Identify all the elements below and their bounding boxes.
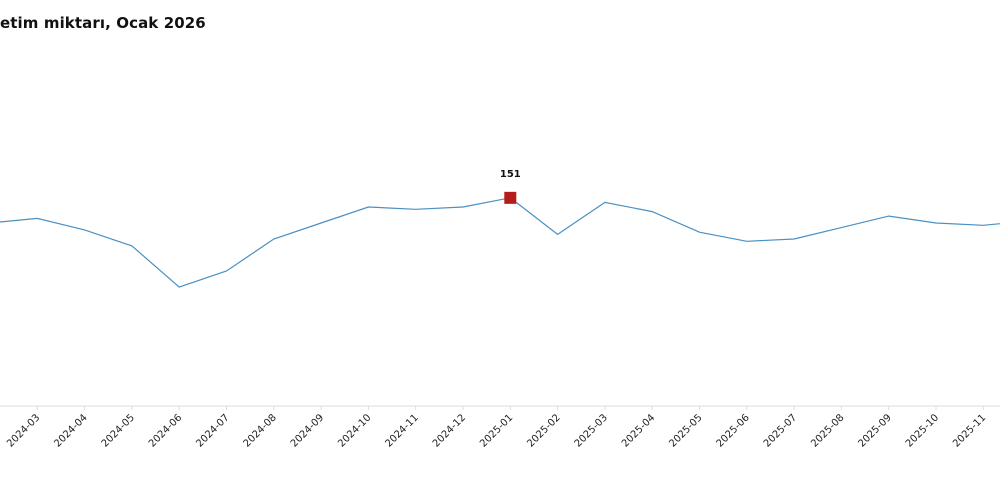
x-tick-label: 2025-02 (525, 412, 562, 449)
x-tick-label: 2025-07 (762, 412, 799, 449)
x-tick-label: 2024-08 (242, 412, 279, 449)
x-tick-label: 2024-03 (5, 412, 42, 449)
x-tick-label: 2025-09 (856, 412, 893, 449)
highlight-marker (504, 191, 517, 204)
x-tick-label: 2025-10 (904, 412, 941, 449)
highlight-value-label: 151 (500, 169, 521, 180)
x-tick-label: 2024-05 (100, 412, 137, 449)
x-tick-label: 2025-11 (951, 412, 988, 449)
series-line (0, 197, 1000, 288)
x-tick-label: 2025-08 (809, 412, 846, 449)
x-tick-label: 2024-12 (431, 412, 468, 449)
chart-title: etim miktarı, Ocak 2026 (0, 14, 206, 32)
x-tick-label: 2024-07 (194, 412, 231, 449)
x-tick-label: 2025-03 (573, 412, 610, 449)
x-tick-label: 2025-01 (478, 412, 515, 449)
x-tick-label: 2024-10 (336, 412, 373, 449)
x-tick-label: 2025-06 (715, 412, 752, 449)
x-tick-label: 2025-04 (620, 412, 657, 449)
x-tick-label: 2024-09 (289, 412, 326, 449)
x-tick-label: 2025-05 (667, 412, 704, 449)
x-tick-label: 2024-06 (147, 412, 184, 449)
x-tick-label: 2024-04 (52, 412, 89, 449)
x-tick-label: 2024-11 (383, 412, 420, 449)
